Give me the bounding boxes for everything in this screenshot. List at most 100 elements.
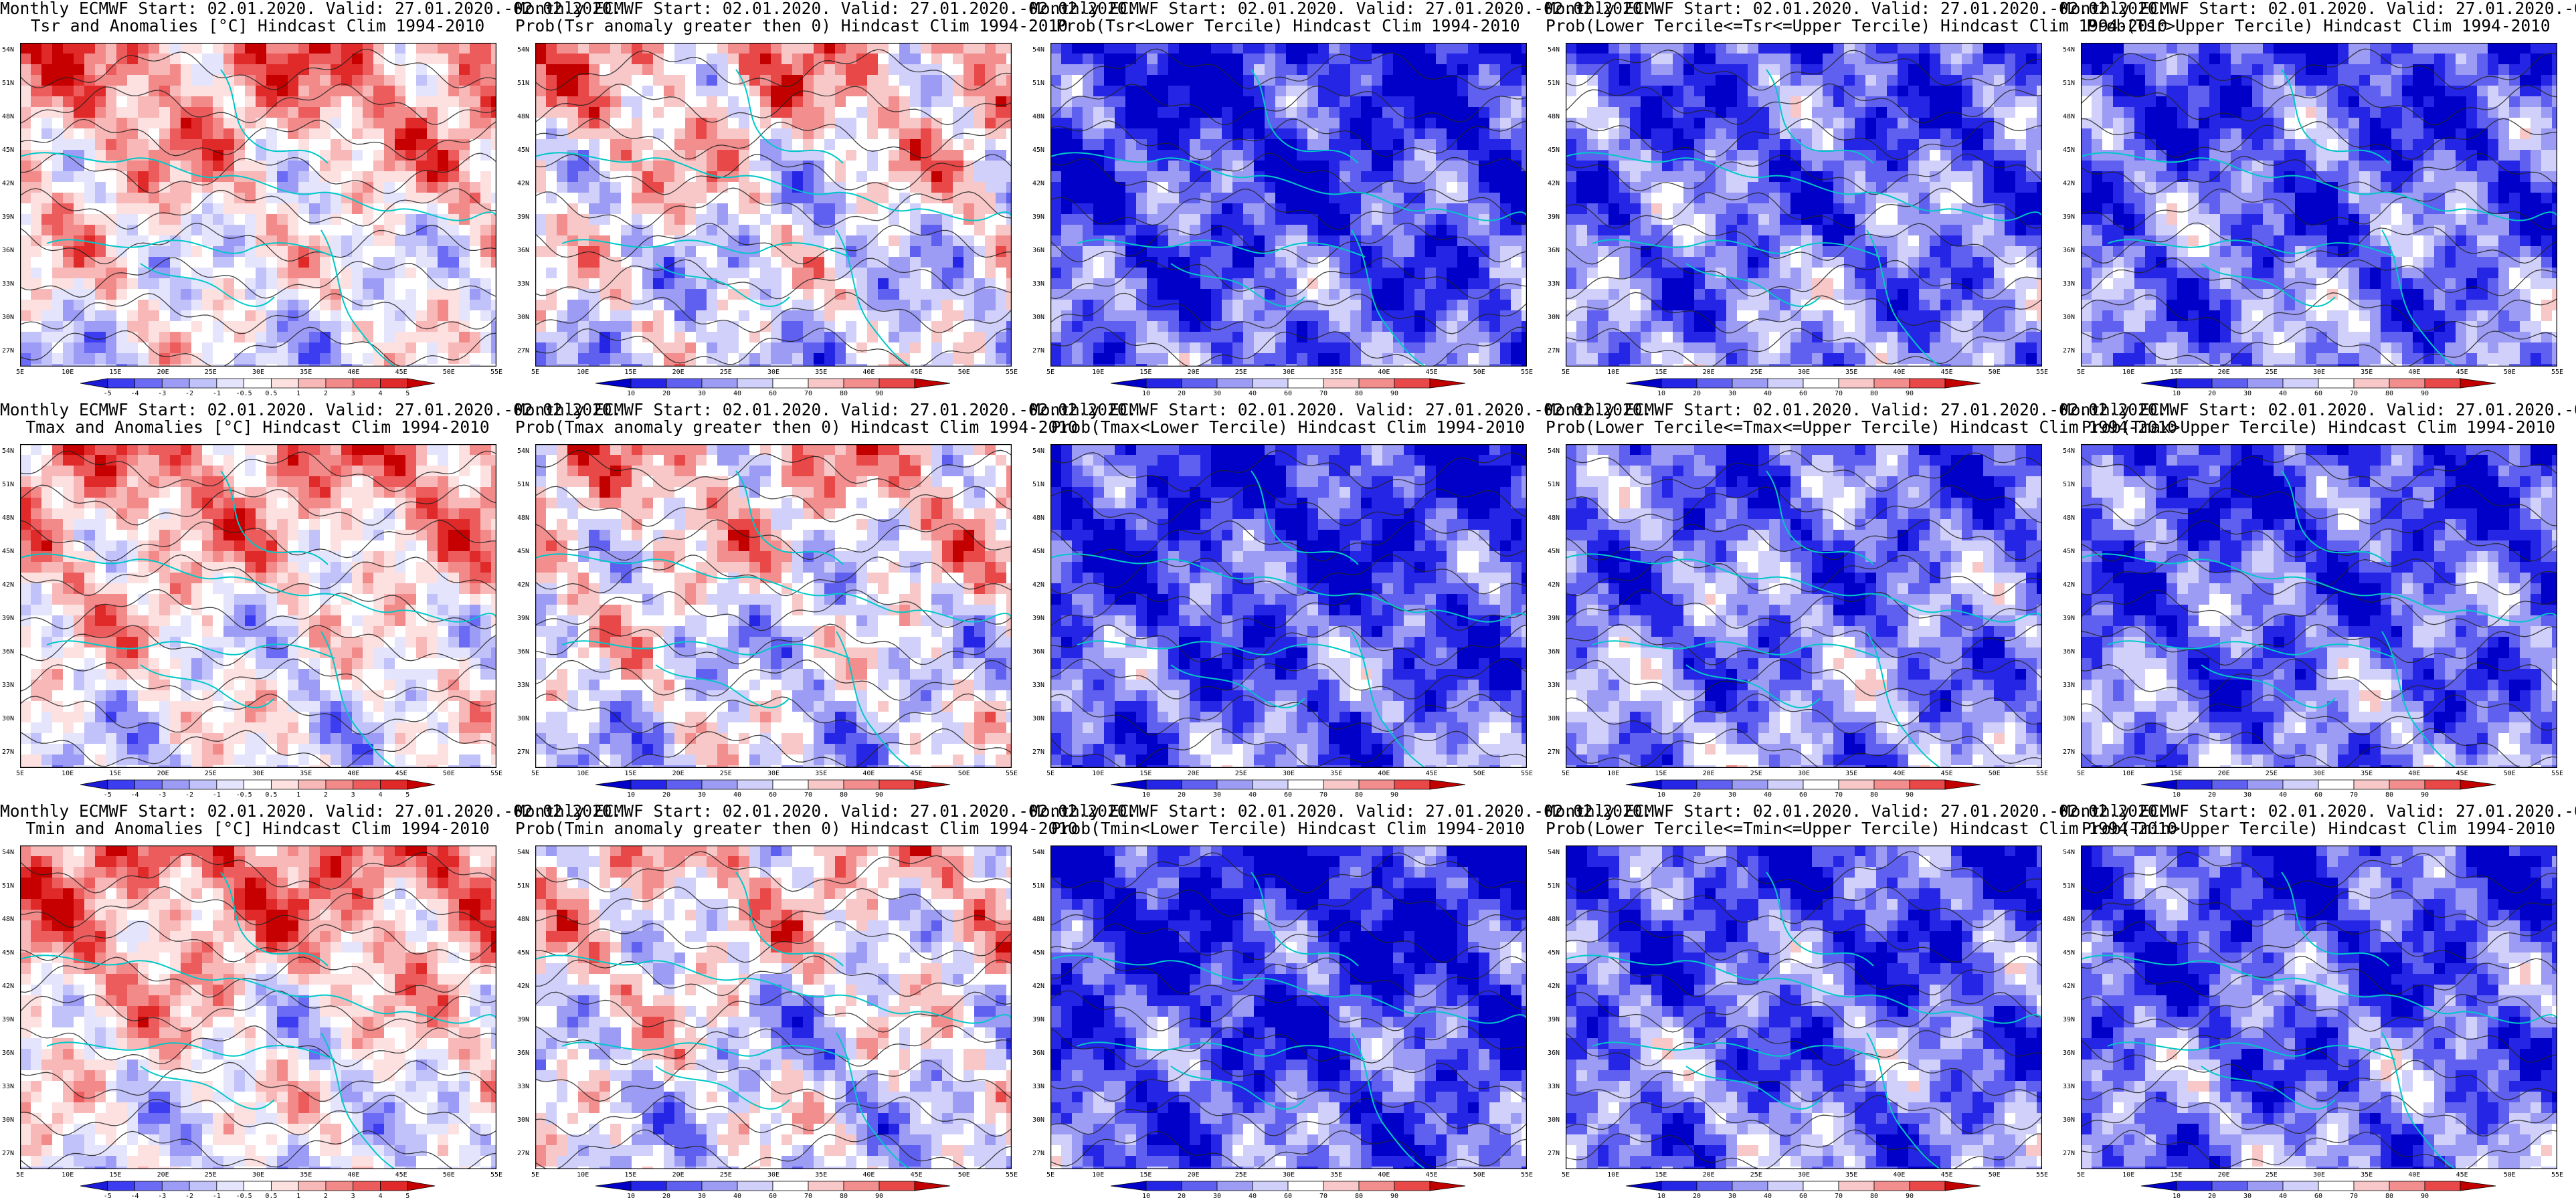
panel-title-line1: Monthly ECMWF Start: 02.01.2020. Valid: … [1030,401,1652,419]
colorbar-swatch [1145,378,1182,389]
colorbar-swatch [1358,779,1395,790]
colorbar-swatch [1732,1181,1768,1191]
lon-tick-label: 50E [1473,1172,1485,1179]
lat-tick-label: 42N [2,181,14,187]
colorbar-swatch [1252,779,1289,790]
lon-tick-label: 15E [109,1172,121,1179]
colorbar-tick-label: 80 [840,1193,848,1200]
lat-tick-label: 30N [2063,716,2075,722]
lat-tick-label: 42N [517,582,529,589]
colorbar [515,376,1030,401]
colorbar-swatch [380,378,408,389]
lon-tick-label: 25E [1750,1172,1762,1179]
colorbar-tick-label: 30 [2243,1193,2251,1200]
lon-tick-label: 55E [1006,369,1018,376]
colorbar-swatch [2389,779,2425,790]
panel-title-line2: Prob(Tmin<Lower Tercile) Hindcast Clim 1… [1030,820,1546,837]
colorbar-swatch [1803,378,1839,389]
colorbar-tick-label: 40 [2279,791,2287,799]
colorbar-swatch [2211,1181,2248,1191]
lon-tick-label: 5E [16,771,24,777]
lon-tick-label: 25E [1235,771,1247,777]
colorbar-swatch [1696,1181,1733,1191]
colorbar-swatch [1394,779,1431,790]
colorbar-swatch [107,378,135,389]
lon-tick-label: 45E [1941,1172,1953,1179]
lat-tick-label: 45N [2063,548,2075,555]
colorbar-tick-label: -1 [213,1193,221,1200]
colorbar-swatch [2389,378,2425,389]
lat-tick-label: 42N [1548,582,1560,589]
lat-tick-label: 30N [2,716,14,722]
colorbar-swatch [353,1181,381,1191]
lat-tick-label: 51N [517,80,529,87]
lon-tick-label: 25E [720,771,732,777]
lon-tick-label: 40E [1893,771,1905,777]
lon-tick-label: 15E [2170,1172,2182,1179]
map-area [1566,845,2042,1169]
lat-tick-label: 33N [2,1084,14,1090]
lon-tick-label: 5E [1562,771,1570,777]
colorbar-tick-label: -4 [131,791,139,799]
colorbar-tick-label: 80 [1870,390,1878,397]
colorbar-tick-label: 10 [2173,1193,2181,1200]
panel-title-line2: Prob(Tmin>Upper Tercile) Hindcast Clim 1… [2061,820,2576,837]
colorbar-swatch [1394,1181,1431,1191]
lat-tick-label: 48N [1032,114,1044,120]
lon-tick-label: 45E [911,1172,923,1179]
lon-tick-label: 50E [958,771,970,777]
panel-tsr-prob-middle-tercile: Monthly ECMWF Start: 02.01.2020. Valid: … [1546,0,2167,401]
lon-tick-label: 15E [624,1172,636,1179]
colorbar-tick-label: 10 [1657,1193,1665,1200]
lat-tick-label: 42N [2063,181,2075,187]
colorbar-tick-label: -2 [185,791,193,799]
colorbar-tick-label: -0.5 [236,1193,252,1200]
colorbar-swatch [737,378,773,389]
panel-tmin-prob-above-zero: Monthly ECMWF Start: 02.01.2020. Valid: … [515,803,1137,1204]
colorbar-swatch [325,1181,354,1191]
lat-tick-label: 36N [1548,1050,1560,1057]
lat-tick-label: 27N [517,1150,529,1157]
panel-tmin-prob-middle-tercile: Monthly ECMWF Start: 02.01.2020. Valid: … [1546,803,2177,1204]
colorbar-swatch [2318,779,2355,790]
lon-tick-label: 20E [2218,369,2230,376]
colorbar-swatch [1358,378,1395,389]
colorbar-tick-label: 90 [875,791,883,799]
panel-title-line1: Monthly ECMWF Start: 02.01.2020. Valid: … [0,401,622,419]
colorbar-swatch [737,779,773,790]
lon-tick-label: 45E [911,369,923,376]
lon-tick-label: 45E [2456,1172,2468,1179]
lon-tick-label: 25E [205,1172,217,1179]
colorbar-tick-label: 1 [296,1193,300,1200]
colorbar-tick-label: 10 [627,390,635,397]
lon-tick-label: 30E [1798,369,1810,376]
colorbar [1546,1179,2061,1204]
lat-tick-label: 30N [2063,1117,2075,1124]
colorbar-tick-label: 60 [1284,791,1292,799]
lat-tick-label: 27N [1548,749,1560,756]
colorbar-swatch [1358,1181,1395,1191]
colorbar-tick-label: -5 [104,791,112,799]
lon-tick-label: 25E [1750,369,1762,376]
lat-tick-label: 30N [517,716,529,722]
colorbar-swatch [161,779,190,790]
colorbar-tick-label: 90 [1390,390,1398,397]
colorbar-tick-label: 40 [733,791,741,799]
lon-tick-label: 40E [2408,771,2420,777]
colorbar-swatch [2460,378,2496,389]
lon-tick-label: 30E [1798,1172,1810,1179]
lat-tick-label: 54N [1032,448,1044,455]
lon-tick-label: 50E [958,1172,970,1179]
lon-tick-label: 20E [2218,1172,2230,1179]
colorbar [2061,777,2576,803]
lat-tick-label: 27N [2063,348,2075,355]
colorbar-swatch [2176,779,2213,790]
colorbar-swatch [1625,1181,1662,1191]
lon-tick-label: 30E [2313,771,2325,777]
lat-tick-label: 54N [2,448,14,455]
lon-tick-label: 10E [577,771,589,777]
colorbar [515,1179,1030,1204]
panel-title-line2: Prob(Tsr anomaly greater then 0) Hindcas… [515,17,1068,35]
lat-tick-label: 30N [517,314,529,321]
lon-tick-label: 40E [2408,1172,2420,1179]
